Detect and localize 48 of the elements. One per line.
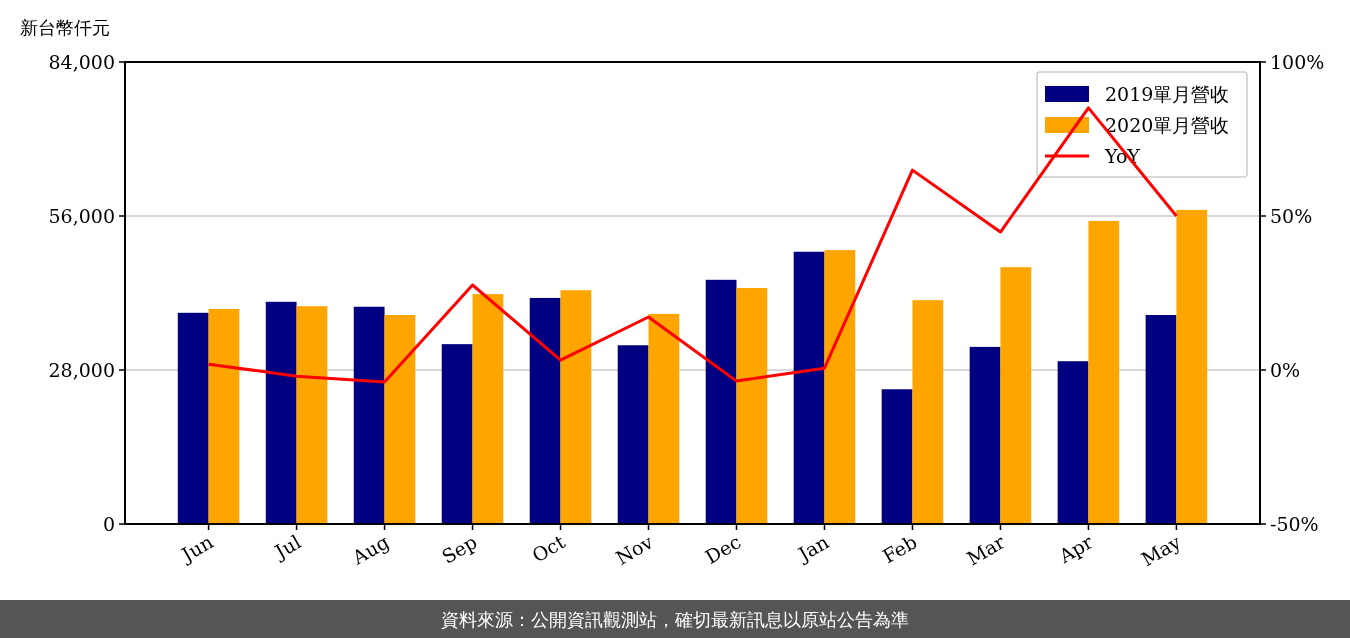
legend-label: 2019單月營收 xyxy=(1105,83,1230,105)
bar xyxy=(1176,209,1208,524)
bar xyxy=(529,297,561,524)
source-note: 資料來源：公開資訊觀測站，確切最新訊息以原站公告為準 xyxy=(441,609,909,630)
bar xyxy=(912,300,944,524)
x-tick-label: Dec xyxy=(701,530,745,569)
bar xyxy=(560,290,592,524)
y-tick-label: 0 xyxy=(102,513,115,535)
bar xyxy=(793,251,825,524)
bar xyxy=(1145,315,1177,524)
x-tick-label: Mar xyxy=(962,529,1010,570)
y2-tick-label: 100% xyxy=(1270,51,1325,73)
legend-label: 2020單月營收 xyxy=(1105,114,1230,136)
bar xyxy=(296,306,328,524)
bar xyxy=(705,279,737,524)
bar xyxy=(617,345,649,524)
y-tick-label: 56,000 xyxy=(48,205,115,227)
bar xyxy=(1057,361,1089,524)
x-tick-label: Jul xyxy=(269,530,305,564)
bar xyxy=(208,308,240,524)
x-tick-label: Sep xyxy=(437,530,481,568)
y2-tick-label: 50% xyxy=(1270,205,1313,227)
x-tick-label: May xyxy=(1137,530,1185,571)
bar xyxy=(353,306,385,524)
bar xyxy=(648,313,680,524)
x-tick-label: Feb xyxy=(878,530,921,568)
bar xyxy=(1000,267,1032,524)
y-tick-label: 28,000 xyxy=(48,359,115,381)
y-tick-label: 84,000 xyxy=(48,51,115,73)
bar xyxy=(881,389,913,524)
y2-tick-label: -50% xyxy=(1270,513,1319,535)
bar xyxy=(472,294,504,524)
bar xyxy=(441,344,473,524)
x-tick-label: Jun xyxy=(176,530,217,567)
x-tick-label: Aug xyxy=(347,530,393,570)
x-tick-label: Oct xyxy=(528,530,569,567)
x-tick-label: Apr xyxy=(1054,529,1098,568)
bar xyxy=(1088,220,1120,524)
x-tick-label: Nov xyxy=(611,530,657,569)
x-tick-label: Jan xyxy=(792,530,833,567)
y2-tick-label: 0% xyxy=(1270,359,1301,381)
bar xyxy=(736,288,768,524)
bar xyxy=(969,346,1001,524)
bar xyxy=(384,315,416,524)
bar xyxy=(177,312,209,524)
bar xyxy=(265,301,297,524)
y-axis-title: 新台幣仟元 xyxy=(20,17,110,38)
bar xyxy=(824,250,856,524)
